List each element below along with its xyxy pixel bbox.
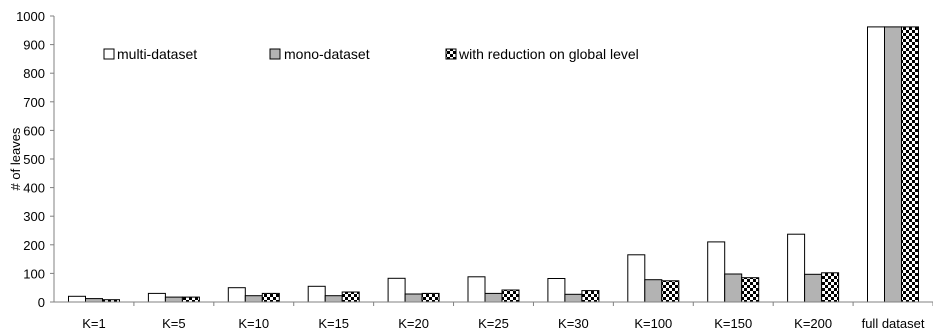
y-tick-label: 700	[23, 95, 45, 110]
legend-item-with-reduction: with reduction on global level	[445, 46, 639, 62]
x-axis: K=1 K=5 K=10 K=15 K=20 K=25 K=30 K=100 K=150 K=20…	[82, 302, 933, 331]
bar-mono-dataset-k-10	[244, 295, 263, 303]
legend-label-with-reduction: with reduction on global level	[458, 46, 639, 62]
legend-label-mono-dataset: mono-dataset	[284, 46, 370, 62]
y-axis: 0 100 200 300 400 500 600 700 800 900 1000	[16, 9, 54, 310]
x-tick-label: K=150	[714, 316, 752, 331]
bar-multi-dataset-k-200	[787, 233, 806, 303]
legend-swatch-mono-dataset	[269, 48, 281, 60]
bar-multi-dataset-k-1	[68, 295, 86, 303]
y-tick-label: 600	[23, 123, 45, 138]
y-axis-title: # of leaves	[8, 127, 23, 190]
legend-label-multi-dataset: multi-dataset	[117, 46, 197, 62]
bar-multi-dataset-k-5	[147, 292, 166, 303]
plot-area	[68, 26, 919, 303]
bar-multi-dataset-k-25	[467, 276, 486, 303]
x-tick-label: K=5	[162, 316, 186, 331]
x-tick-label: full dataset	[862, 316, 925, 331]
bar-mono-dataset-k-25	[484, 292, 503, 303]
bar-multi-dataset-k-30	[547, 278, 566, 303]
y-tick-label: 100	[23, 266, 45, 281]
bar-with-reduction-on-global-level-k-25	[501, 289, 520, 303]
bar-mono-dataset-k-150	[724, 273, 743, 303]
y-tick-label: 0	[38, 295, 45, 310]
x-tick-label: K=30	[558, 316, 589, 331]
bar-with-reduction-on-global-level-k-15	[341, 291, 360, 303]
bar-multi-dataset-full-dataset	[867, 26, 885, 303]
x-tick-label: K=15	[318, 316, 349, 331]
bar-mono-dataset-k-15	[324, 295, 343, 303]
y-tick-label: 800	[23, 66, 45, 81]
bar-mono-dataset-k-200	[804, 273, 823, 303]
bar-multi-dataset-k-10	[227, 287, 246, 303]
legend: multi-dataset mono-dataset with reductio…	[103, 46, 639, 62]
x-tick-label: K=1	[82, 316, 106, 331]
y-tick-label: 500	[23, 152, 45, 167]
legend-swatch-with-reduction	[445, 48, 457, 60]
x-tick-label: K=10	[238, 316, 269, 331]
x-tick-label: K=25	[478, 316, 509, 331]
y-tick-label: 1000	[16, 9, 45, 24]
bar-with-reduction-on-global-level-k-100	[661, 280, 680, 303]
x-tick-label: K=100	[634, 316, 672, 331]
bar-mono-dataset-k-100	[644, 279, 663, 303]
bar-with-reduction-on-global-level-k-20	[421, 292, 440, 303]
legend-item-mono-dataset: mono-dataset	[269, 46, 370, 62]
bar-mono-dataset-k-20	[404, 293, 423, 303]
bar-with-reduction-on-global-level-k-5	[181, 296, 200, 303]
bar-with-reduction-on-global-level-k-200	[821, 272, 840, 303]
x-tick-label: K=200	[794, 316, 832, 331]
bar-multi-dataset-k-150	[707, 241, 726, 303]
bar-mono-dataset-k-1	[85, 298, 103, 303]
y-tick-label: 200	[23, 238, 45, 253]
x-tick-label: K=20	[398, 316, 429, 331]
bar-multi-dataset-k-15	[307, 285, 326, 303]
bar-with-reduction-on-global-level-k-30	[581, 290, 600, 303]
y-tick-label: 900	[23, 38, 45, 53]
legend-item-multi-dataset: multi-dataset	[103, 46, 197, 62]
bar-mono-dataset-full-dataset	[884, 26, 902, 303]
bar-mono-dataset-k-30	[564, 293, 583, 303]
y-tick-label: 300	[23, 209, 45, 224]
bar-mono-dataset-k-5	[164, 296, 183, 303]
bar-multi-dataset-k-100	[627, 254, 646, 303]
bar-with-reduction-on-global-level-k-10	[261, 292, 280, 303]
bar-with-reduction-on-global-level-k-150	[741, 277, 760, 303]
bar-with-reduction-on-global-level-full-dataset	[901, 26, 919, 303]
legend-swatch-multi-dataset	[103, 48, 115, 60]
bar-multi-dataset-k-20	[387, 277, 406, 303]
y-tick-label: 400	[23, 181, 45, 196]
